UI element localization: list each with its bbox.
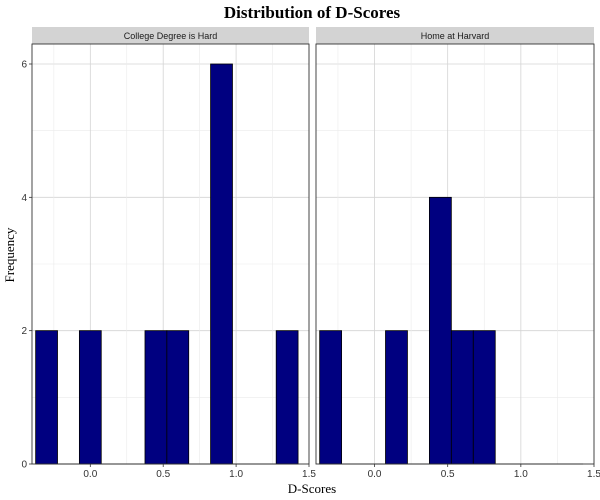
y-axis-title: Frequency: [2, 227, 17, 282]
panel-1: College Degree is Hard 0.0 0.5 1.0 1.5 0 2 4 6: [21, 27, 316, 480]
histogram-bar: [78, 330, 102, 465]
panel-2: Home at Harvard 0.0 0.5 1.0 1.5: [315, 27, 600, 480]
chart-title: Distribution of D-Scores: [224, 3, 401, 22]
x-tick-label: 1.5: [302, 469, 316, 480]
histogram-bar: [385, 330, 408, 465]
y-tick-label: 2: [21, 326, 27, 337]
x-tick-label: 0.5: [441, 469, 455, 480]
x-tick-label: 1.5: [587, 469, 600, 480]
histogram-bar: [472, 330, 496, 465]
x-tick-label: 1.0: [229, 469, 243, 480]
histogram-bar: [210, 63, 233, 465]
histogram-bar: [319, 330, 343, 465]
x-tick-label: 0.0: [83, 469, 97, 480]
y-tick-label: 6: [21, 60, 27, 71]
y-tick-label: 4: [21, 193, 27, 204]
x-axis-title: D-Scores: [288, 481, 336, 496]
strip-label: College Degree is Hard: [124, 31, 218, 41]
histogram-bar: [35, 330, 58, 465]
facet-panels: College Degree is Hard 0.0 0.5 1.0 1.5 0 2 4 6 Ho…: [21, 27, 600, 480]
panel-border: [315, 43, 595, 465]
histogram-bar: [166, 330, 190, 465]
x-tick-label: 1.0: [514, 469, 528, 480]
strip-background: [32, 27, 309, 44]
histogram-bar: [144, 330, 168, 465]
histogram-bar: [275, 330, 299, 465]
y-tick-label: 0: [21, 460, 27, 471]
panel-border: [31, 43, 310, 465]
strip-background: [316, 27, 594, 44]
histogram-bar: [450, 330, 474, 465]
histogram-bar: [428, 196, 452, 465]
x-tick-label: 0.0: [368, 469, 382, 480]
x-tick-label: 0.5: [156, 469, 170, 480]
strip-label: Home at Harvard: [421, 31, 490, 41]
